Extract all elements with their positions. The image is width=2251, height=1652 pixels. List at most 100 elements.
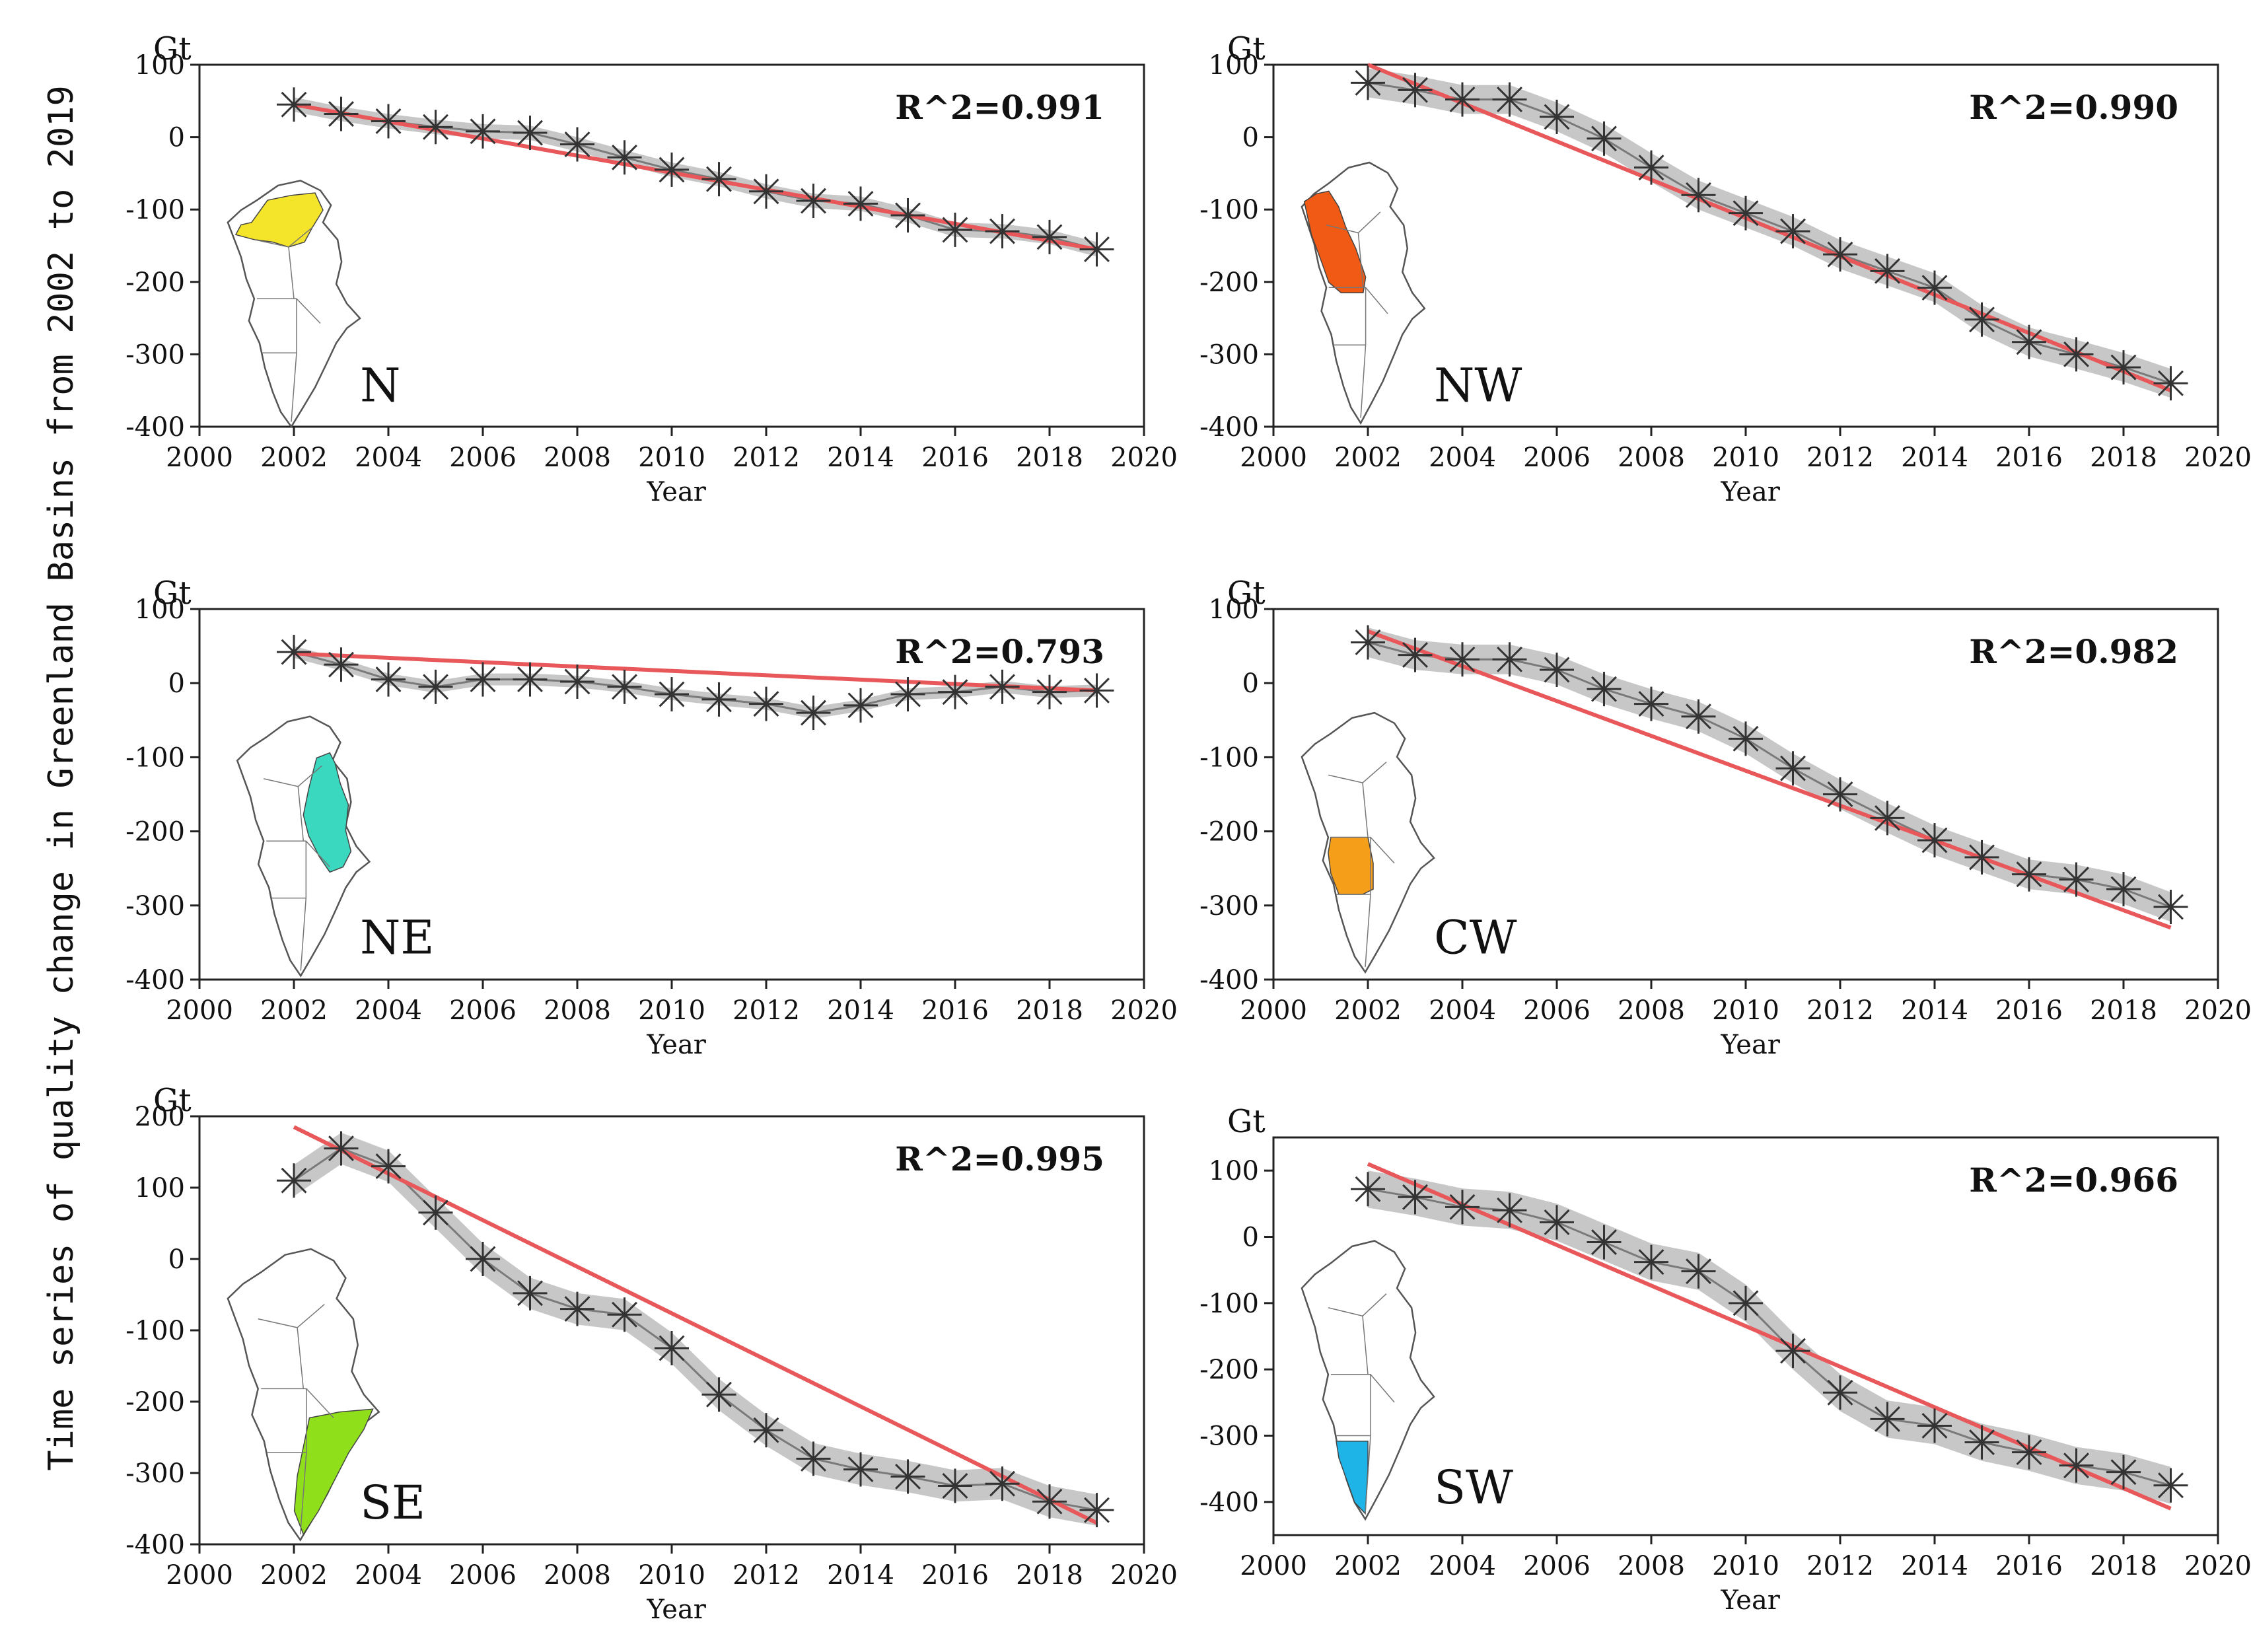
x-tick-label: 2000 — [1240, 995, 1307, 1026]
data-point — [890, 1459, 925, 1494]
greenland-map-inset — [1301, 1240, 1435, 1521]
uncertainty-band — [1368, 628, 2171, 922]
x-tick-label: 2002 — [260, 443, 328, 473]
data-point — [796, 696, 831, 731]
data-point — [466, 662, 500, 697]
data-point — [1587, 672, 1622, 707]
data-point — [701, 682, 736, 717]
y-unit-label: Gt — [1227, 1103, 1266, 1140]
data-point — [324, 1131, 359, 1166]
data-point — [418, 1195, 453, 1230]
y-unit-label: Gt — [1227, 30, 1266, 67]
global-ylabel: Time series of quality change in Greenla… — [42, 85, 81, 1471]
data-point — [655, 677, 689, 712]
x-tick-label: 2012 — [732, 995, 800, 1026]
y-tick-label: -400 — [1199, 412, 1259, 443]
y-tick-label: -200 — [125, 817, 185, 847]
y-tick-label: 100 — [135, 594, 185, 625]
x-tick-label: 2016 — [1995, 1551, 2063, 1581]
y-tick-label: 0 — [168, 123, 185, 153]
x-tick-label: 2002 — [1334, 995, 1402, 1026]
y-tick-label: -200 — [1199, 268, 1259, 298]
x-tick-label: 2006 — [449, 1560, 517, 1591]
data-point — [2012, 1435, 2046, 1470]
x-axis-title: Year — [646, 1030, 706, 1060]
data-point — [985, 669, 1020, 704]
data-point — [324, 96, 359, 131]
data-point — [890, 677, 925, 712]
y-tick-label: 0 — [1242, 668, 1259, 699]
region-label: NE — [360, 911, 434, 965]
data-point — [1492, 1193, 1527, 1228]
data-point — [1964, 302, 1999, 337]
x-axis-title: Year — [646, 1595, 706, 1625]
data-point — [1351, 1172, 1385, 1207]
data-point — [1823, 237, 1857, 272]
highlighted-basin — [234, 192, 324, 248]
data-point — [843, 688, 878, 723]
data-point — [1079, 1493, 1114, 1528]
y-tick-label: -400 — [125, 1530, 185, 1560]
y-tick-label: -200 — [1199, 817, 1259, 847]
r-squared-label: R^2=0.966 — [1969, 1161, 2178, 1200]
data-point — [1351, 625, 1385, 660]
r-squared-label: R^2=0.995 — [895, 1139, 1104, 1178]
greenland-map-inset — [236, 715, 371, 978]
x-axis-title: Year — [1720, 477, 1780, 507]
data-point — [1917, 1408, 1952, 1443]
x-tick-label: 2018 — [1016, 443, 1083, 473]
y-tick-label: 100 — [135, 50, 185, 81]
x-tick-label: 2010 — [638, 995, 705, 1026]
data-point — [1351, 65, 1385, 100]
x-tick-label: 2010 — [638, 443, 705, 473]
x-tick-label: 2014 — [827, 1560, 894, 1591]
data-point — [607, 1297, 642, 1332]
x-tick-label: 2012 — [732, 1560, 800, 1591]
data-point — [560, 664, 594, 699]
data-point — [513, 116, 548, 151]
data-point — [938, 212, 972, 247]
x-tick-label: 2004 — [1429, 443, 1496, 473]
y-tick-label: -300 — [125, 340, 185, 370]
data-point — [466, 1242, 500, 1276]
data-point — [1634, 1244, 1668, 1279]
highlighted-basin — [1303, 190, 1367, 293]
x-tick-label: 2002 — [1334, 1551, 1402, 1581]
data-point — [607, 140, 642, 175]
data-point — [985, 214, 1020, 249]
uncertainty-band — [1368, 68, 2171, 398]
data-point — [1492, 82, 1527, 117]
data-point — [1870, 801, 1905, 836]
data-point — [2059, 862, 2094, 897]
data-point — [1398, 637, 1433, 672]
y-tick-label: -300 — [1199, 891, 1259, 921]
r-squared-label: R^2=0.991 — [895, 88, 1104, 127]
x-tick-label: 2020 — [2184, 995, 2251, 1026]
trend-line — [293, 102, 1098, 252]
data-point — [655, 1331, 689, 1365]
x-tick-label: 2006 — [1523, 995, 1590, 1026]
y-tick-label: -200 — [1199, 1355, 1259, 1385]
data-point — [1823, 1375, 1857, 1410]
x-tick-label: 2016 — [921, 443, 989, 473]
x-tick-label: 2012 — [732, 443, 800, 473]
x-tick-label: 2020 — [2184, 443, 2251, 473]
data-point — [1729, 1285, 1763, 1320]
x-tick-label: 2020 — [2184, 1551, 2251, 1581]
x-tick-label: 2004 — [355, 443, 422, 473]
data-point — [796, 184, 831, 219]
r-squared-label: R^2=0.793 — [895, 632, 1104, 671]
y-tick-label: -100 — [1199, 195, 1259, 225]
x-tick-label: 2018 — [1016, 1560, 1083, 1591]
x-tick-label: 2000 — [166, 443, 233, 473]
data-point — [2106, 1454, 2141, 1490]
x-tick-label: 2014 — [1901, 1551, 1968, 1581]
x-tick-label: 2002 — [260, 1560, 328, 1591]
data-point — [2059, 1448, 2094, 1483]
x-tick-label: 2010 — [638, 1560, 705, 1591]
data-point — [1540, 99, 1574, 134]
data-point — [277, 87, 311, 122]
data-point — [1445, 642, 1480, 677]
